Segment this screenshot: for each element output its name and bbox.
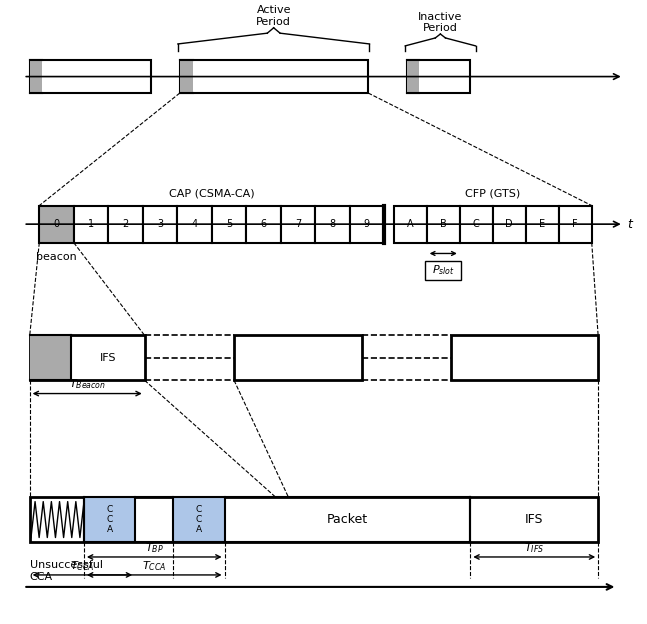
Text: 1: 1 — [88, 219, 94, 229]
Bar — [493, 205, 526, 243]
Bar — [84, 497, 135, 542]
Text: 7: 7 — [295, 219, 301, 229]
Bar — [451, 336, 598, 381]
Text: beacon: beacon — [36, 251, 77, 261]
Bar — [39, 205, 74, 243]
Text: Unsuccessful
CCA: Unsuccessful CCA — [30, 560, 103, 582]
Text: IFS: IFS — [525, 513, 543, 526]
Bar — [30, 336, 145, 381]
Bar — [349, 205, 384, 243]
Text: C
C
A: C C A — [196, 505, 202, 535]
Text: 5: 5 — [226, 219, 232, 229]
Text: $T_{BP}$: $T_{BP}$ — [145, 542, 164, 555]
Bar — [30, 60, 151, 93]
Bar — [460, 205, 493, 243]
Text: 0: 0 — [54, 219, 60, 229]
Bar — [177, 205, 212, 243]
Text: 4: 4 — [192, 219, 197, 229]
Bar — [394, 205, 427, 243]
Bar — [74, 205, 108, 243]
Text: CAP (CSMA-CA): CAP (CSMA-CA) — [169, 188, 254, 198]
Text: 6: 6 — [260, 219, 267, 229]
Text: Active
Period: Active Period — [256, 5, 291, 27]
Text: C
C
A: C C A — [106, 505, 113, 535]
Text: 9: 9 — [364, 219, 370, 229]
Bar — [425, 261, 461, 280]
Bar — [173, 497, 225, 542]
Text: $T_{IFS}$: $T_{IFS}$ — [524, 542, 544, 555]
Bar — [247, 205, 281, 243]
Text: A: A — [407, 219, 413, 229]
Text: 8: 8 — [329, 219, 336, 229]
Text: Inactive
Period: Inactive Period — [418, 12, 463, 33]
Bar — [526, 205, 559, 243]
Text: $T_{CCA}$: $T_{CCA}$ — [70, 559, 94, 573]
Text: $T_{Beacon}$: $T_{Beacon}$ — [69, 378, 105, 391]
Bar — [234, 336, 362, 381]
Bar — [406, 60, 419, 93]
Bar — [30, 336, 71, 381]
Bar — [180, 60, 193, 93]
Text: D: D — [505, 219, 513, 229]
Bar — [212, 205, 247, 243]
Text: CFP (GTS): CFP (GTS) — [465, 188, 520, 198]
Text: 2: 2 — [122, 219, 129, 229]
Text: Packet: Packet — [327, 513, 368, 526]
Bar — [143, 205, 177, 243]
Bar — [427, 205, 460, 243]
Text: t: t — [627, 218, 631, 231]
Bar — [180, 60, 368, 93]
Bar — [315, 205, 349, 243]
Text: F: F — [573, 219, 578, 229]
Text: E: E — [539, 219, 545, 229]
Text: B: B — [440, 219, 446, 229]
Bar — [108, 205, 143, 243]
Bar — [281, 205, 315, 243]
Text: IFS: IFS — [100, 353, 116, 363]
Bar — [30, 60, 43, 93]
Text: $T_{CCA}$: $T_{CCA}$ — [142, 559, 166, 573]
Bar — [559, 205, 592, 243]
Text: 3: 3 — [157, 219, 163, 229]
Bar — [30, 497, 598, 542]
Text: C: C — [473, 219, 479, 229]
Text: $P_{slot}$: $P_{slot}$ — [432, 263, 455, 277]
Bar — [406, 60, 470, 93]
